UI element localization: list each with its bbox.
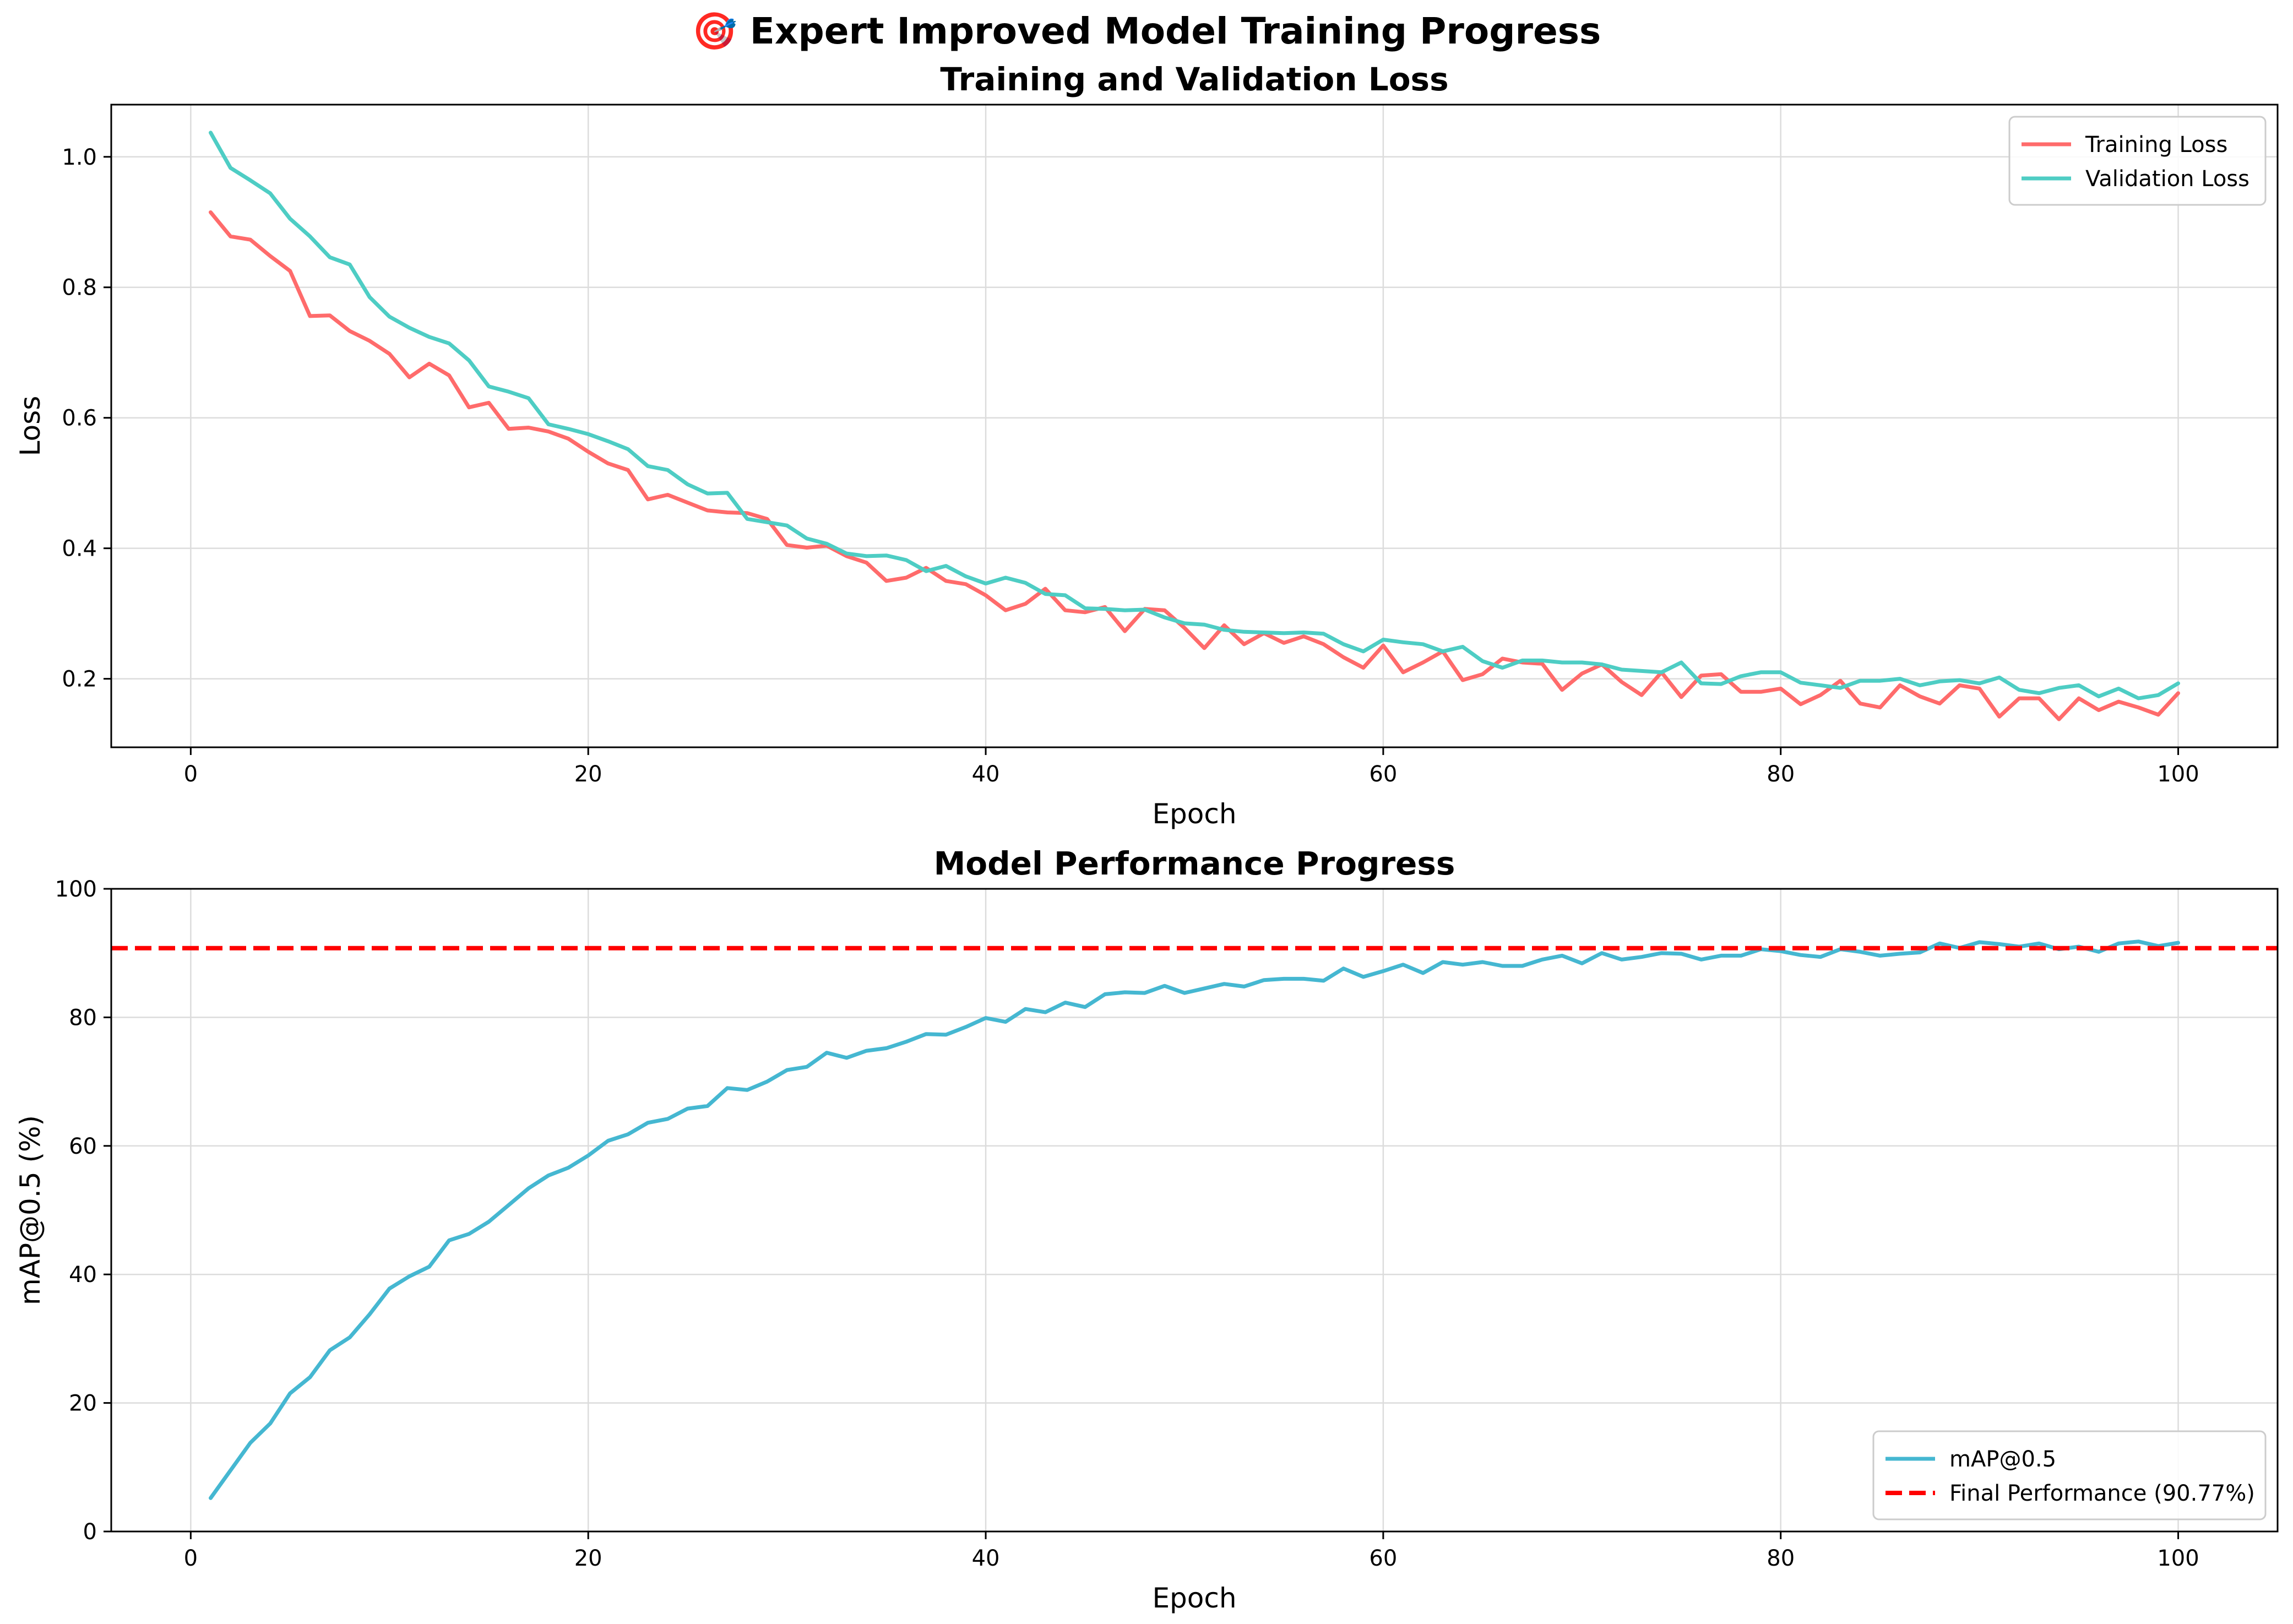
y-tick-label: 0.4 bbox=[62, 536, 97, 562]
x-tick-label: 60 bbox=[1369, 1546, 1397, 1571]
x-tick-label: 0 bbox=[184, 1546, 198, 1571]
loss-chart: 0 20 40 60 80 100 0.2 0.4 0.6 0.8 1.0 Training and … bbox=[14, 61, 2279, 830]
x-tick-label: 100 bbox=[2157, 762, 2199, 787]
legend-label: Validation Loss bbox=[2085, 166, 2249, 192]
series-line-0 bbox=[209, 210, 2180, 721]
legend-label: mAP@0.5 bbox=[1949, 1447, 2056, 1472]
x-tick-label: 40 bbox=[972, 1546, 1000, 1571]
x-tick-label: 80 bbox=[1767, 762, 1795, 787]
y-tick-label: 1.0 bbox=[62, 145, 97, 170]
plot-frame bbox=[110, 888, 2279, 1533]
x-tick-label: 40 bbox=[972, 762, 1000, 787]
legend-box bbox=[2008, 116, 2267, 206]
x-axis-label: Epoch bbox=[1152, 798, 1236, 830]
chart-title: Training and Validation Loss bbox=[940, 61, 1448, 98]
y-tick-label: 60 bbox=[69, 1134, 97, 1159]
y-tick-label: 40 bbox=[69, 1262, 97, 1288]
y-tick-label: 80 bbox=[69, 1005, 97, 1030]
y-axis-label: mAP@0.5 (%) bbox=[14, 1115, 46, 1305]
x-tick-label: 80 bbox=[1767, 1546, 1795, 1571]
figure-title: 🎯 Expert Improved Model Training Progres… bbox=[692, 10, 1601, 52]
x-tick-label: 20 bbox=[574, 762, 602, 787]
x-tick-label: 0 bbox=[184, 762, 198, 787]
x-axis-label: Epoch bbox=[1152, 1582, 1236, 1614]
plot-frame bbox=[110, 104, 2279, 748]
chart-title: Model Performance Progress bbox=[934, 845, 1455, 882]
y-tick-label: 0.8 bbox=[62, 275, 97, 301]
series-line-1 bbox=[209, 131, 2180, 700]
legend-label: Training Loss bbox=[2085, 132, 2227, 157]
y-axis-label: Loss bbox=[14, 396, 46, 457]
y-tick-label: 100 bbox=[55, 877, 97, 902]
x-tick-label: 60 bbox=[1369, 762, 1397, 787]
y-tick-label: 20 bbox=[69, 1391, 97, 1416]
y-tick-label: 0.6 bbox=[62, 406, 97, 431]
x-tick-label: 100 bbox=[2157, 1546, 2199, 1571]
legend-label: Final Performance (90.77%) bbox=[1949, 1481, 2255, 1506]
x-tick-label: 20 bbox=[574, 1546, 602, 1571]
y-tick-label: 0 bbox=[83, 1519, 97, 1545]
legend-box bbox=[1872, 1430, 2267, 1520]
y-tick-label: 0.2 bbox=[62, 667, 97, 692]
map-chart: 0 20 40 60 80 100 0 20 40 60 80 100 Model Performanc… bbox=[14, 845, 2279, 1614]
series-line-0 bbox=[209, 939, 2180, 1500]
